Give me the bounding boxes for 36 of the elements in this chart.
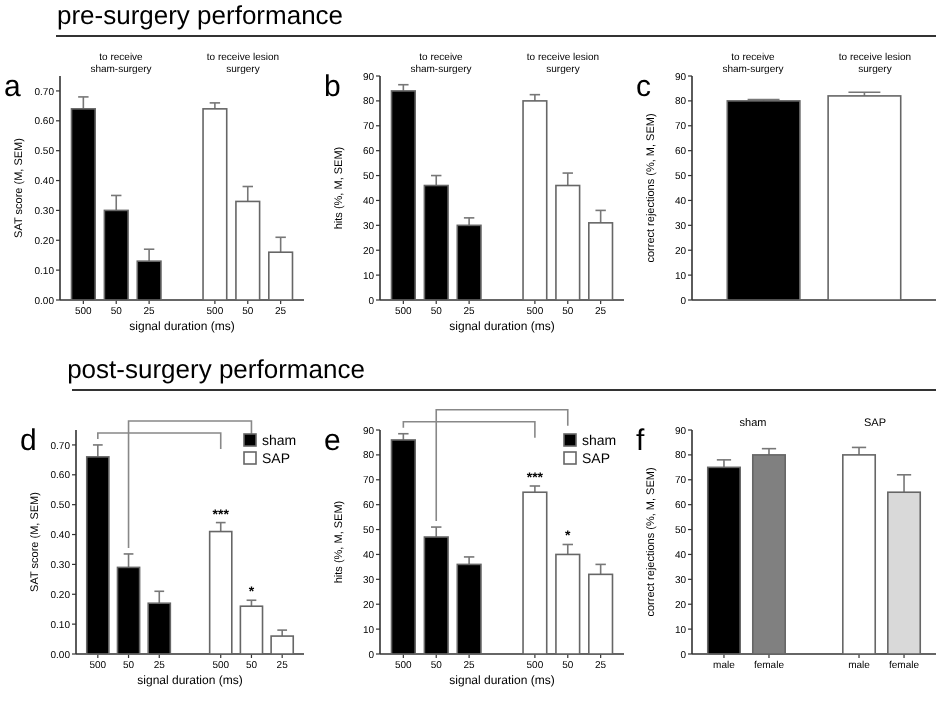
bar — [706, 466, 741, 655]
bar — [555, 184, 581, 301]
chart-title: c — [636, 70, 652, 104]
bar — [423, 184, 449, 301]
bar — [268, 251, 294, 301]
chart-title: d — [20, 424, 37, 458]
bar — [522, 100, 548, 301]
bar — [147, 602, 172, 655]
bar — [588, 222, 614, 301]
bar — [390, 439, 416, 655]
chart-title: a — [4, 70, 22, 104]
chart-title: b — [324, 70, 341, 104]
bar — [116, 566, 141, 655]
bar — [208, 530, 233, 655]
bar — [555, 553, 581, 655]
bar — [423, 536, 449, 655]
bar — [522, 491, 548, 655]
bar — [85, 456, 110, 655]
bar — [239, 605, 264, 655]
bar — [887, 491, 922, 655]
bar — [136, 260, 162, 301]
chart-title: e — [324, 424, 341, 458]
bar — [456, 224, 482, 301]
bar — [456, 563, 482, 655]
bar — [751, 454, 786, 655]
bar — [202, 108, 228, 301]
bar — [70, 108, 96, 301]
chart-title: f — [636, 424, 646, 458]
bar — [588, 573, 614, 655]
bar — [270, 635, 295, 655]
bar — [390, 90, 416, 301]
bar — [842, 454, 877, 655]
chart-subtitle: pre-surgery performance — [56, 0, 344, 30]
bar — [235, 200, 261, 301]
chart-subtitle: post-surgery performance — [67, 354, 365, 384]
bar — [103, 209, 129, 301]
